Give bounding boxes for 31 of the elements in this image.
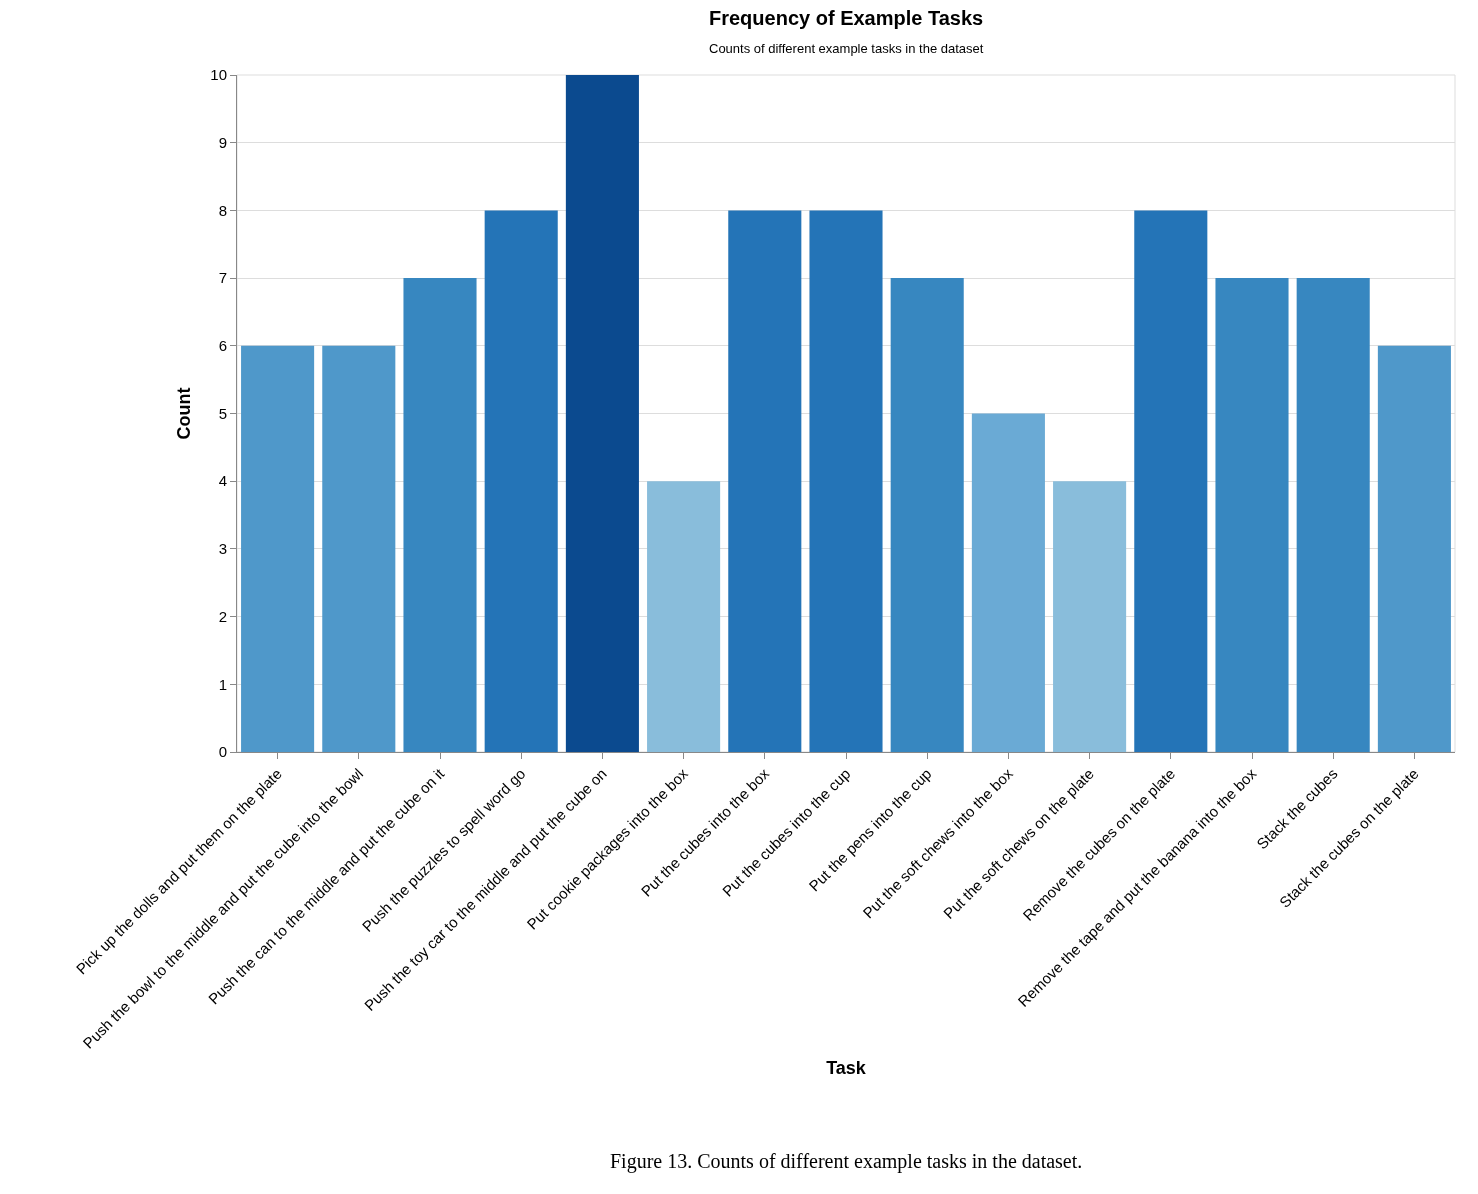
bar: [403, 278, 477, 752]
chart-subtitle: Counts of different example tasks in the dataset: [709, 41, 984, 56]
bar: [809, 210, 883, 752]
y-tick-label: 3: [218, 540, 227, 558]
y-tick-label: 0: [218, 743, 227, 761]
bar: [484, 210, 558, 752]
bar: [1296, 278, 1370, 752]
y-tick-label: 7: [218, 269, 227, 287]
bar: [1377, 345, 1451, 752]
y-tick-label: 1: [218, 675, 227, 693]
bar: [241, 345, 315, 752]
bar: [971, 413, 1045, 752]
bar: [322, 345, 396, 752]
bar: [728, 210, 802, 752]
x-axis-title: Task: [826, 1057, 867, 1078]
y-tick-label: 2: [218, 607, 227, 625]
bar: [565, 75, 639, 752]
bar: [1134, 210, 1208, 752]
y-tick-label: 9: [218, 133, 227, 151]
bar: [647, 481, 721, 752]
y-tick-label: 10: [210, 66, 227, 84]
y-tick-label: 4: [218, 472, 227, 490]
bar: [1215, 278, 1289, 752]
caption: Figure 13. Counts of different example tasks in the dataset.: [610, 1150, 1083, 1173]
y-tick-label: 5: [218, 404, 227, 422]
y-tick-label: 8: [218, 201, 227, 219]
y-tick-label: 6: [218, 337, 227, 355]
y-axis-title: Count: [173, 387, 194, 440]
bar: [890, 278, 964, 752]
bar: [1053, 481, 1127, 752]
chart-title: Frequency of Example Tasks: [709, 7, 984, 29]
